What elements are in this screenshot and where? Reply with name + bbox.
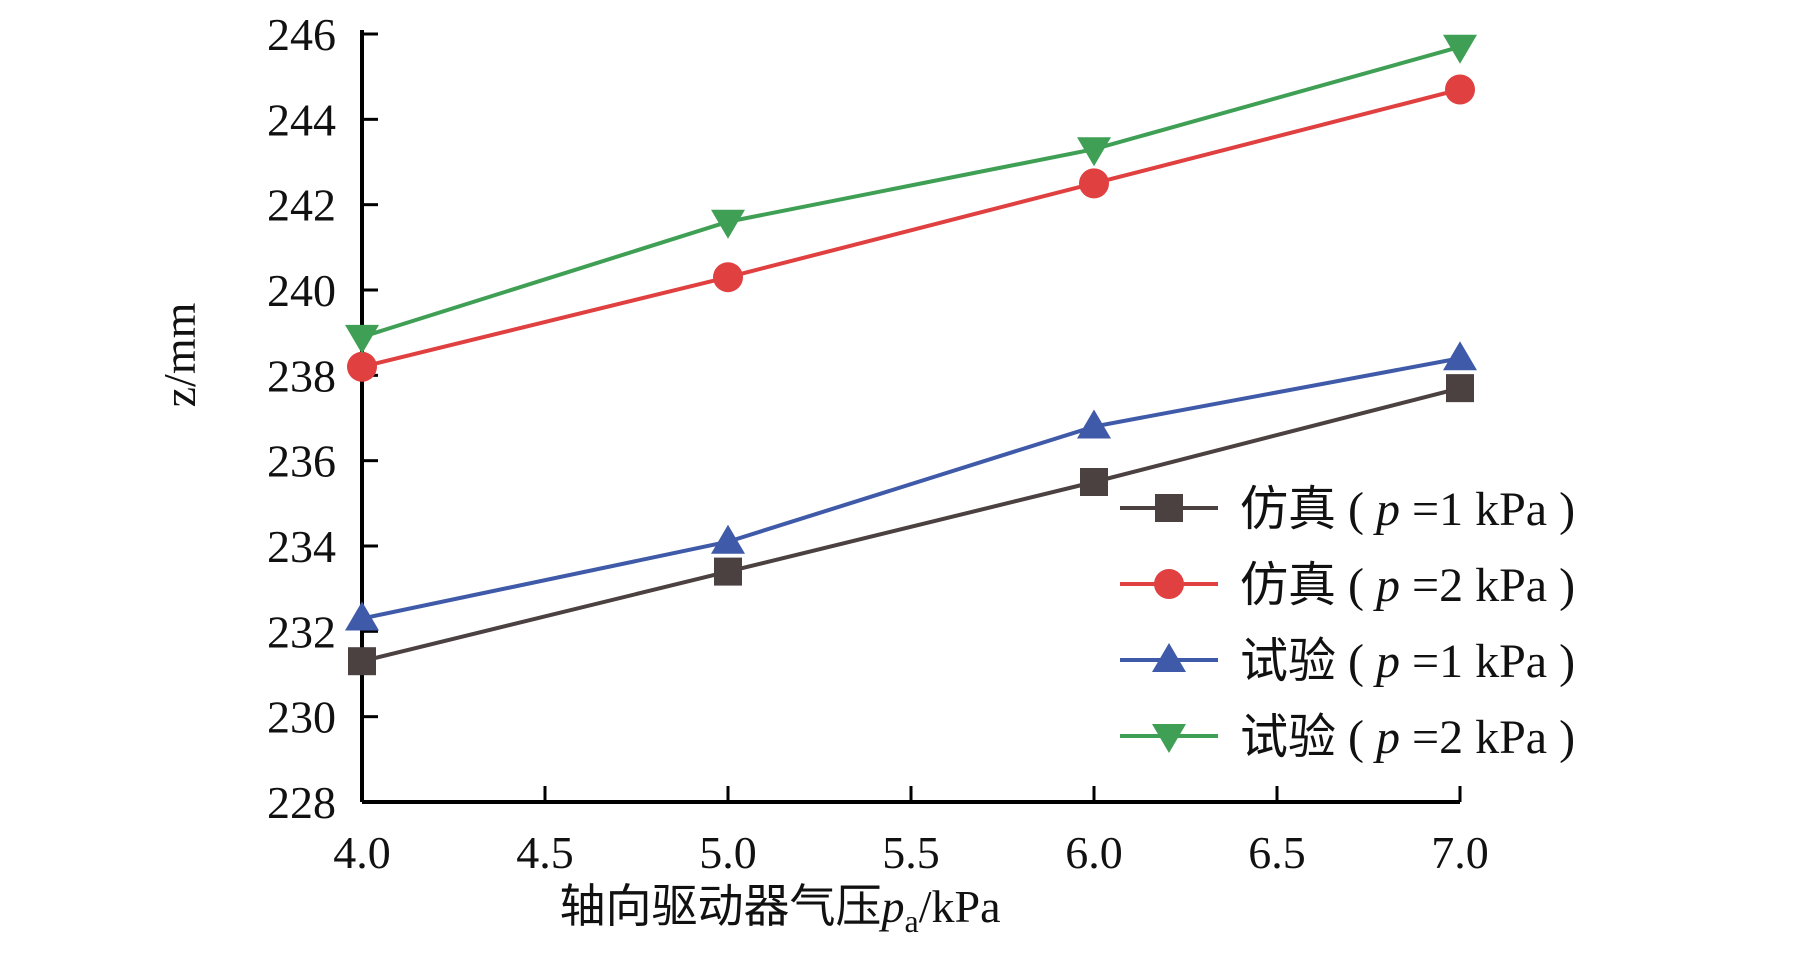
series-2 <box>347 74 1475 382</box>
data-point <box>713 262 743 293</box>
series-line <box>361 386 1461 664</box>
y-tick-label: 236 <box>267 436 336 487</box>
data-point <box>711 524 745 554</box>
data-point <box>1446 374 1474 403</box>
y-tick-label: 228 <box>267 777 336 828</box>
x-tick-label: 5.5 <box>882 827 940 878</box>
legend-label: 仿真 ( p =1 kPa ) <box>1240 483 1575 536</box>
data-point <box>714 557 742 586</box>
data-point <box>1077 409 1111 439</box>
legend-marker <box>1152 643 1186 672</box>
legend-entry-1: 仿真 ( p =1 kPa ) <box>1120 483 1575 536</box>
data-point <box>1077 137 1111 167</box>
y-tick-label: 240 <box>267 265 336 316</box>
data-point <box>1445 74 1475 105</box>
series-3 <box>345 341 1477 631</box>
series-line <box>361 44 1461 339</box>
x-tick-label: 7.0 <box>1431 827 1489 878</box>
legend-label: 试验 ( p =1 kPa ) <box>1240 635 1575 688</box>
legend: 仿真 ( p =1 kPa ) 仿真 ( p =2 kPa ) 试验 ( p =1 … <box>1120 483 1575 764</box>
legend-marker <box>1152 724 1186 753</box>
series-line <box>361 356 1461 621</box>
x-tick-label: 4.5 <box>516 827 574 878</box>
data-point <box>1079 168 1109 199</box>
legend-entry-3: 试验 ( p =1 kPa ) <box>1120 635 1575 688</box>
series-line <box>361 87 1461 369</box>
legend-entry-2: 仿真 ( p =2 kPa ) <box>1120 559 1575 612</box>
legend-entry-4: 试验 ( p =2 kPa ) <box>1120 711 1575 764</box>
y-tick-label: 242 <box>267 180 336 231</box>
y-tick-label: 244 <box>267 94 336 145</box>
series-layer <box>345 34 1477 676</box>
data-point <box>1443 34 1477 64</box>
data-point <box>711 209 745 239</box>
data-point <box>345 324 379 354</box>
legend-label: 试验 ( p =2 kPa ) <box>1240 711 1575 764</box>
x-axis-title: 轴向驱动器气压pa/kPa <box>560 881 1001 939</box>
x-axis-title-sub: a <box>905 903 919 939</box>
y-tick-label: 230 <box>267 692 336 743</box>
x-axis-title-unit: /kPa <box>919 881 1001 932</box>
legend-marker <box>1155 494 1183 522</box>
axes: 228 230 232 234 236 238 240 242 244 246 4.0 4.5 5.0 5… <box>267 9 1489 878</box>
data-point <box>348 647 376 676</box>
x-tick-label: 4.0 <box>333 827 391 878</box>
legend-label: 仿真 ( p =2 kPa ) <box>1240 559 1575 612</box>
data-point <box>347 351 377 382</box>
y-axis-title: z/mm <box>154 302 205 407</box>
x-axis-title-text: 轴向驱动器气压 <box>560 881 882 932</box>
y-tick-label: 238 <box>267 350 336 401</box>
x-axis-title-var: p <box>879 881 905 932</box>
series-4 <box>345 34 1477 354</box>
x-tick-label: 6.0 <box>1065 827 1123 878</box>
data-point <box>1443 341 1477 371</box>
legend-marker <box>1154 569 1184 599</box>
data-point <box>345 601 379 631</box>
y-tick-label: 246 <box>267 9 336 60</box>
series-1 <box>348 374 1474 676</box>
x-tick-label: 5.0 <box>699 827 757 878</box>
y-tick-label: 234 <box>267 521 336 572</box>
y-tick-label: 232 <box>267 606 336 657</box>
data-point <box>1080 468 1108 496</box>
x-tick-label: 6.5 <box>1248 827 1306 878</box>
